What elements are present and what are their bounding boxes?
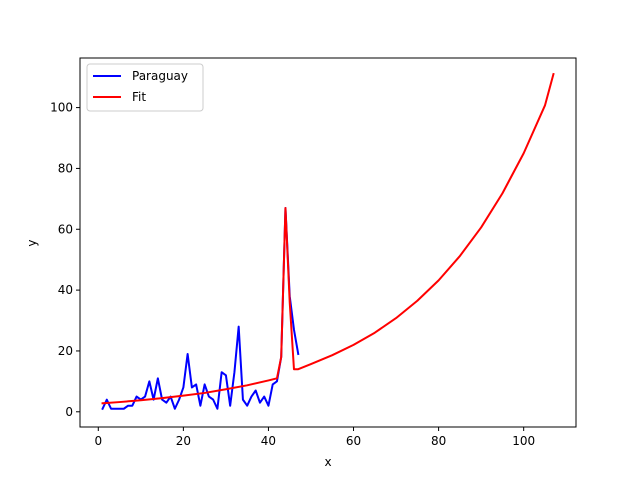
x-tick-label: 80 [431,434,446,448]
series-line-paraguay [101,206,300,411]
x-tick-label: 0 [94,434,102,448]
legend-label-fit: Fit [132,90,146,104]
y-tick-label: 20 [58,344,73,358]
axes-frame [79,57,577,428]
plot-area [80,58,576,427]
y-tick-label: 0 [65,405,73,419]
y-tick-label: 40 [58,283,73,297]
legend-label-paraguay: Paraguay [132,69,188,83]
x-tick-label: 40 [261,434,276,448]
chart-marks [101,72,555,411]
x-tick-label: 100 [512,434,535,448]
y-tick-label: 60 [58,222,73,236]
y-axis: 0 20 40 60 80 100 [50,101,80,419]
legend: Paraguay Fit [86,63,204,112]
x-tick-label: 60 [346,434,361,448]
x-axis-label: x [324,455,331,469]
y-tick-label: 80 [58,161,73,175]
y-tick-label: 100 [50,101,73,115]
x-axis: 0 20 40 60 80 100 [94,427,535,448]
series-line-fit [101,72,555,405]
y-axis-label: y [25,239,39,246]
x-tick-label: 20 [176,434,191,448]
